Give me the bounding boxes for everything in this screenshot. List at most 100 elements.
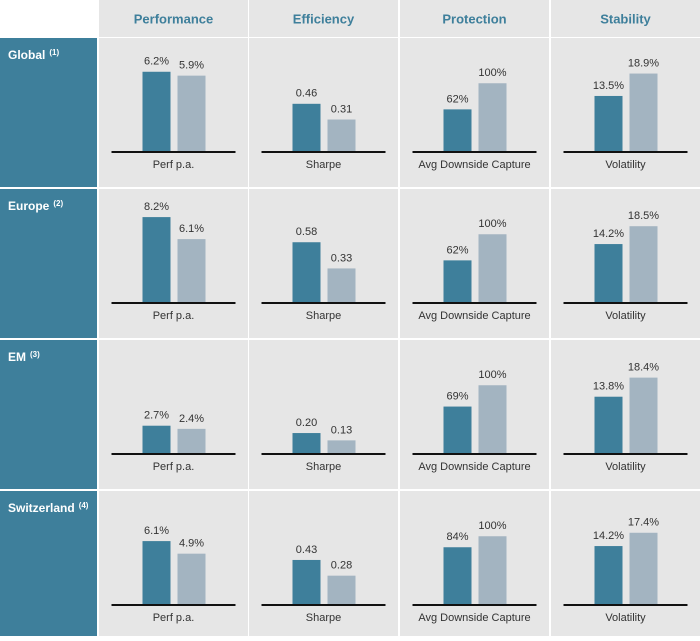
bar [327, 440, 356, 454]
cell [400, 189, 549, 338]
value-label: 2.4% [179, 413, 204, 425]
cell [99, 340, 248, 489]
value-label: 0.58 [296, 226, 317, 238]
value-label: 2.7% [144, 410, 169, 422]
bar [629, 532, 658, 605]
value-label: 17.4% [628, 517, 659, 529]
bar [594, 546, 623, 605]
value-label: 18.4% [628, 362, 659, 374]
value-label: 69% [446, 390, 468, 402]
row-note: (2) [53, 199, 63, 208]
value-label: 0.28 [331, 560, 352, 572]
cell [99, 491, 248, 636]
bar [478, 234, 507, 303]
value-label: 0.33 [331, 252, 352, 264]
row-header [0, 38, 97, 187]
bar [142, 425, 171, 454]
value-label: 84% [446, 531, 468, 543]
bar [327, 119, 356, 152]
x-label: Sharpe [306, 461, 341, 473]
row-note: (1) [49, 48, 59, 57]
bar [594, 396, 623, 454]
column-header: Efficiency [293, 11, 355, 26]
cell [551, 340, 700, 489]
row-name: Switzerland [8, 501, 75, 515]
bar [594, 244, 623, 303]
x-label: Avg Downside Capture [418, 461, 530, 473]
value-label: 62% [446, 244, 468, 256]
bar [292, 242, 321, 303]
cell [400, 491, 549, 636]
bar [443, 547, 472, 605]
bar [142, 217, 171, 303]
value-label: 18.9% [628, 57, 659, 69]
value-label: 0.20 [296, 417, 317, 429]
x-label: Avg Downside Capture [418, 612, 530, 624]
cell [551, 491, 700, 636]
cell [400, 340, 549, 489]
cell [249, 340, 398, 489]
row-label: EM (3) [8, 350, 40, 364]
bar [327, 575, 356, 605]
cell [551, 189, 700, 338]
bar [142, 541, 171, 605]
column-header: Protection [442, 11, 506, 26]
bar [292, 559, 321, 605]
value-label: 6.1% [144, 525, 169, 537]
bar [327, 268, 356, 303]
bar [443, 109, 472, 152]
x-label: Volatility [605, 461, 646, 473]
value-label: 100% [478, 369, 506, 381]
value-label: 0.13 [331, 424, 352, 436]
value-label: 0.31 [331, 103, 352, 115]
value-label: 100% [478, 218, 506, 230]
bar [443, 406, 472, 454]
bar [292, 103, 321, 152]
cell [400, 38, 549, 187]
value-label: 8.2% [144, 201, 169, 213]
bar [177, 239, 206, 303]
row-name: Global [8, 48, 45, 62]
bar [177, 428, 206, 454]
value-label: 100% [478, 67, 506, 79]
header-cell [99, 0, 248, 37]
bar [478, 83, 507, 152]
cell [99, 38, 248, 187]
value-label: 14.2% [593, 530, 624, 542]
row-label: Switzerland (4) [8, 501, 89, 515]
row-label: Global (1) [8, 48, 59, 62]
value-label: 13.8% [593, 381, 624, 393]
x-label: Volatility [605, 310, 646, 322]
bar [594, 95, 623, 152]
column-header: Stability [600, 11, 651, 26]
row-header [0, 189, 97, 338]
column-header: Performance [134, 11, 213, 26]
value-label: 13.5% [593, 80, 624, 92]
bar [478, 385, 507, 454]
x-label: Sharpe [306, 612, 341, 624]
cell [249, 491, 398, 636]
value-label: 0.43 [296, 544, 317, 556]
bar [478, 536, 507, 605]
value-label: 62% [446, 93, 468, 105]
bar [177, 553, 206, 605]
value-label: 6.1% [179, 223, 204, 235]
row-note: (4) [79, 501, 89, 510]
cell [99, 189, 248, 338]
x-label: Perf p.a. [153, 461, 195, 473]
row-label: Europe (2) [8, 199, 63, 213]
value-label: 6.2% [144, 56, 169, 68]
value-label: 5.9% [179, 60, 204, 72]
value-label: 14.2% [593, 228, 624, 240]
cell [249, 38, 398, 187]
cell [249, 189, 398, 338]
value-label: 100% [478, 520, 506, 532]
header-cell [249, 0, 398, 37]
value-label: 4.9% [179, 538, 204, 550]
x-label: Perf p.a. [153, 310, 195, 322]
x-label: Perf p.a. [153, 612, 195, 624]
header-cell [551, 0, 700, 37]
cell [551, 38, 700, 187]
bar [443, 260, 472, 303]
